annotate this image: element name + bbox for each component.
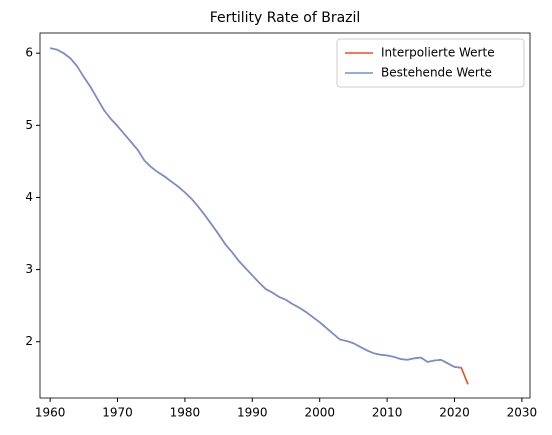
series-line [49,47,462,369]
legend-label: Interpolierte Werte [381,46,495,60]
x-tick-label: 1990 [237,406,268,420]
y-tick-label: 6 [25,46,33,60]
x-tick-label: 1980 [170,406,201,420]
legend-label: Bestehende Werte [381,66,492,80]
x-tick-label: 2000 [304,406,335,420]
x-tick-label: 1970 [102,406,133,420]
y-tick-label: 3 [25,262,33,276]
legend-box [336,38,525,88]
x-tick-label: 2030 [507,406,538,420]
chart-title: Fertility Rate of Brazil [210,10,361,26]
y-tick-label: 2 [25,334,33,348]
plot-frame [39,32,531,399]
y-tick-label: 5 [25,118,33,132]
x-tick-label: 2020 [439,406,470,420]
y-tick-label: 4 [25,190,33,204]
series-line [49,47,469,385]
x-tick-label: 1960 [35,406,66,420]
x-tick-label: 2010 [372,406,403,420]
